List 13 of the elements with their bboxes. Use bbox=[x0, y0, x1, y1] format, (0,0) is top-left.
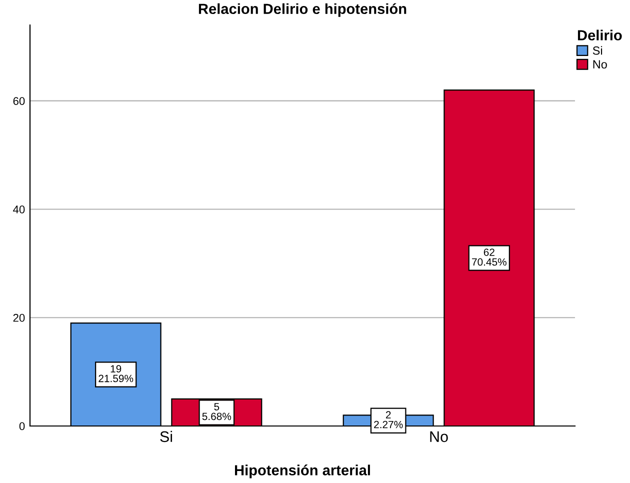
legend-title: Delirio bbox=[578, 30, 622, 40]
y-tick-label: 60 bbox=[13, 97, 25, 105]
data-label: 5 5.68% bbox=[202, 403, 232, 420]
legend-label: No bbox=[593, 60, 607, 69]
data-label: 62 70.45% bbox=[472, 248, 506, 266]
x-axis-title: Hipotensión arterial bbox=[235, 464, 370, 478]
y-tick-label: 40 bbox=[13, 206, 25, 214]
legend-label: Si bbox=[592, 46, 602, 55]
y-tick-label: 0 bbox=[19, 422, 25, 430]
data-label: 2 2.27% bbox=[374, 411, 403, 428]
data-label: 19 21.59% bbox=[98, 365, 134, 382]
chart-title: Relacion Delirio e hipotensión bbox=[198, 3, 406, 17]
y-tick-label: 20 bbox=[13, 314, 25, 322]
